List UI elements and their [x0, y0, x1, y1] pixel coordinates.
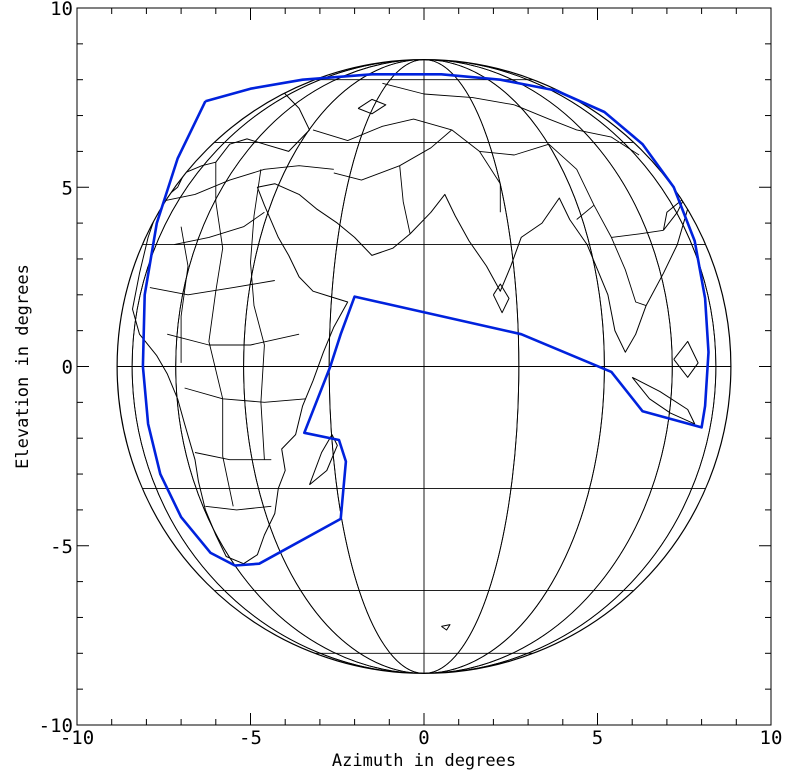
country-border: [382, 82, 515, 106]
country-border: [160, 165, 334, 203]
coastline: [492, 283, 510, 314]
country-borders: [149, 82, 664, 511]
x-tick-label: 5: [592, 727, 603, 749]
country-border: [174, 211, 265, 246]
x-tick-label: -10: [60, 727, 94, 749]
country-border: [205, 505, 272, 511]
country-border: [194, 452, 272, 461]
coastline: [132, 59, 689, 565]
y-tick-label: -10: [39, 715, 73, 737]
country-border: [479, 143, 595, 220]
country-border: [593, 204, 647, 307]
country-border: [333, 129, 453, 181]
country-border: [611, 229, 664, 238]
axis-ticks: [76, 7, 772, 726]
coastline: [357, 98, 387, 115]
country-border: [250, 169, 265, 460]
globe: [116, 59, 732, 674]
coverage-outline: [141, 73, 710, 567]
y-tick-label: 5: [62, 177, 73, 199]
axis-tick-labels: -10 -5 0 5 10 -10 -5 0 5 10: [39, 0, 783, 749]
country-border: [149, 280, 275, 296]
x-tick-label: -5: [239, 727, 262, 749]
country-border: [208, 162, 234, 507]
country-border: [167, 333, 300, 346]
x-axis-label: Azimuth in degrees: [332, 751, 516, 771]
y-tick-label: 0: [62, 357, 73, 379]
country-border: [514, 104, 640, 156]
coastline: [309, 434, 338, 486]
country-border: [180, 226, 189, 363]
x-tick-label: 0: [418, 727, 429, 749]
y-tick-label: -5: [50, 536, 73, 558]
coastline: [631, 376, 696, 425]
y-tick-label: 10: [50, 0, 73, 20]
coastline: [673, 340, 699, 378]
graticule: [117, 59, 731, 674]
country-border: [184, 387, 307, 403]
coastline: [441, 624, 451, 631]
country-border: [312, 118, 501, 213]
x-tick-label: 10: [760, 727, 783, 749]
country-border: [399, 165, 411, 234]
y-axis-label: Elevation in degrees: [13, 264, 33, 469]
